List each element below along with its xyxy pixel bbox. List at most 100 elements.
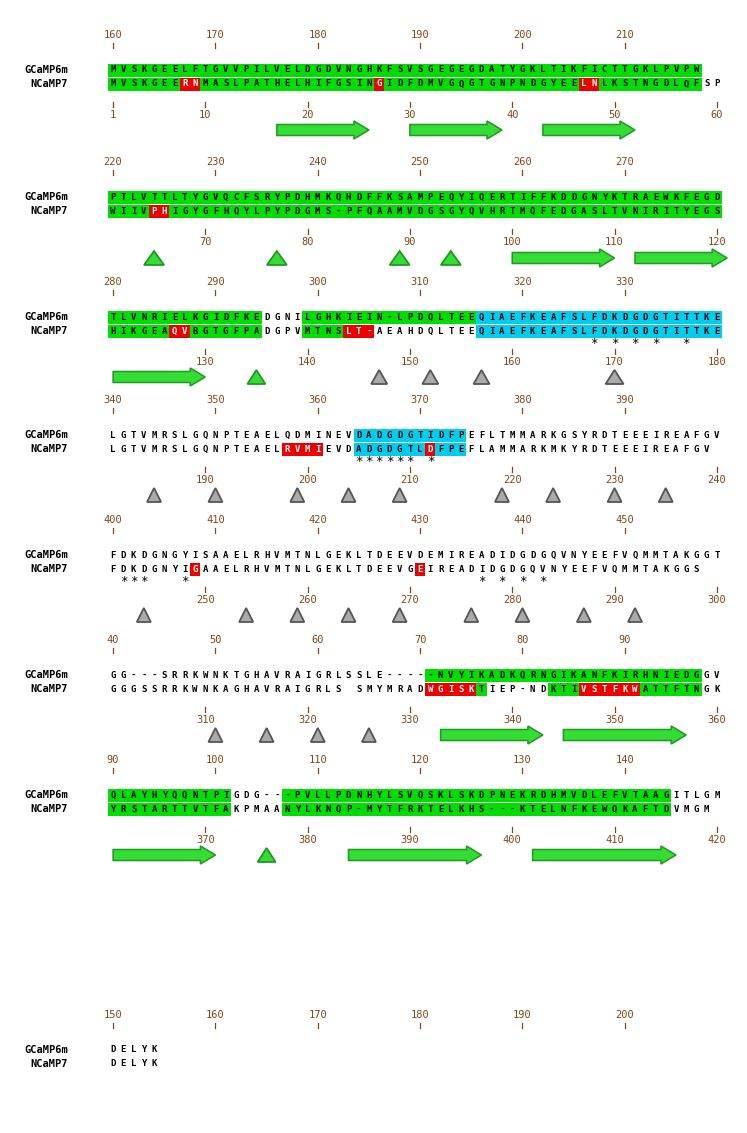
Text: Y: Y (561, 564, 566, 573)
Bar (220, 310, 231, 324)
Text: M: M (428, 79, 433, 88)
Text: V: V (622, 791, 627, 800)
Bar (118, 77, 128, 91)
Bar (486, 310, 497, 324)
Text: 360: 360 (309, 395, 327, 404)
Bar (620, 324, 630, 338)
Text: 50: 50 (209, 634, 222, 645)
Polygon shape (341, 608, 356, 622)
Text: G: G (233, 791, 238, 800)
Bar (497, 310, 507, 324)
Text: F: F (530, 193, 536, 202)
Bar (211, 789, 220, 801)
Text: E: E (172, 66, 177, 75)
Text: L: L (264, 66, 270, 75)
Bar (671, 310, 681, 324)
Text: K: K (530, 326, 536, 335)
Polygon shape (465, 608, 478, 622)
Text: S: S (459, 684, 464, 693)
Bar (446, 310, 456, 324)
Text: G: G (223, 326, 229, 335)
Bar (497, 789, 507, 801)
Bar (251, 310, 261, 324)
Text: M: M (714, 791, 719, 800)
Bar (384, 77, 394, 91)
Text: T: T (694, 313, 699, 322)
Text: 280: 280 (104, 276, 123, 287)
Text: D: D (714, 193, 719, 202)
Text: N: N (499, 79, 505, 88)
Text: 280: 280 (503, 595, 521, 605)
Text: L: L (182, 431, 187, 440)
Bar (231, 63, 241, 77)
Text: K: K (704, 326, 710, 335)
Bar (466, 310, 477, 324)
Text: 390: 390 (616, 395, 634, 404)
Bar (486, 802, 497, 816)
Text: L: L (581, 326, 586, 335)
Text: P: P (335, 791, 341, 800)
Bar (651, 204, 660, 218)
Bar (436, 668, 446, 682)
Text: L: L (438, 313, 443, 322)
Bar (394, 77, 405, 91)
Text: W: W (428, 684, 433, 693)
Text: R: R (285, 444, 290, 453)
Bar (190, 204, 200, 218)
Bar (159, 63, 170, 77)
Bar (527, 668, 538, 682)
Bar (272, 63, 282, 77)
Bar (527, 802, 538, 816)
Bar (671, 668, 681, 682)
Bar (353, 310, 364, 324)
Text: Q: Q (632, 551, 638, 560)
Bar (589, 668, 599, 682)
Text: H: H (366, 791, 372, 800)
Text: K: K (315, 804, 320, 813)
Text: V: V (673, 804, 678, 813)
Bar (425, 310, 436, 324)
Text: V: V (131, 313, 136, 322)
Text: G: G (551, 671, 556, 680)
Text: 1: 1 (110, 110, 117, 120)
Bar (701, 324, 712, 338)
Bar (660, 190, 671, 204)
Polygon shape (607, 488, 622, 502)
Text: L: L (121, 791, 126, 800)
Bar (159, 77, 170, 91)
Bar (353, 77, 364, 91)
Bar (333, 204, 344, 218)
Text: T: T (202, 791, 208, 800)
Text: I: I (448, 684, 453, 693)
Text: T: T (356, 326, 362, 335)
Bar (170, 789, 179, 801)
Text: 110: 110 (309, 755, 327, 765)
Polygon shape (495, 488, 509, 502)
Text: G: G (202, 313, 208, 322)
Bar (579, 682, 589, 696)
Bar (630, 668, 640, 682)
Text: P: P (285, 206, 290, 215)
Text: N: N (294, 564, 300, 573)
Text: D: D (428, 444, 433, 453)
Text: Q: Q (335, 804, 341, 813)
Text: N: N (653, 671, 658, 680)
FancyArrow shape (349, 846, 482, 864)
Text: A: A (376, 326, 382, 335)
Text: E: E (459, 66, 464, 75)
Text: F: F (592, 313, 597, 322)
Bar (139, 77, 149, 91)
Text: Y: Y (161, 791, 167, 800)
Text: Q: Q (520, 671, 525, 680)
Text: 250: 250 (411, 157, 430, 167)
Text: V: V (346, 431, 351, 440)
Text: E: E (254, 313, 259, 322)
Text: T: T (111, 313, 116, 322)
Text: 350: 350 (605, 715, 624, 725)
Text: I: I (479, 564, 484, 573)
Text: E: E (264, 431, 270, 440)
Text: E: E (326, 564, 331, 573)
Text: D: D (622, 326, 627, 335)
Text: Q: Q (285, 431, 290, 440)
Text: D: D (376, 431, 382, 440)
